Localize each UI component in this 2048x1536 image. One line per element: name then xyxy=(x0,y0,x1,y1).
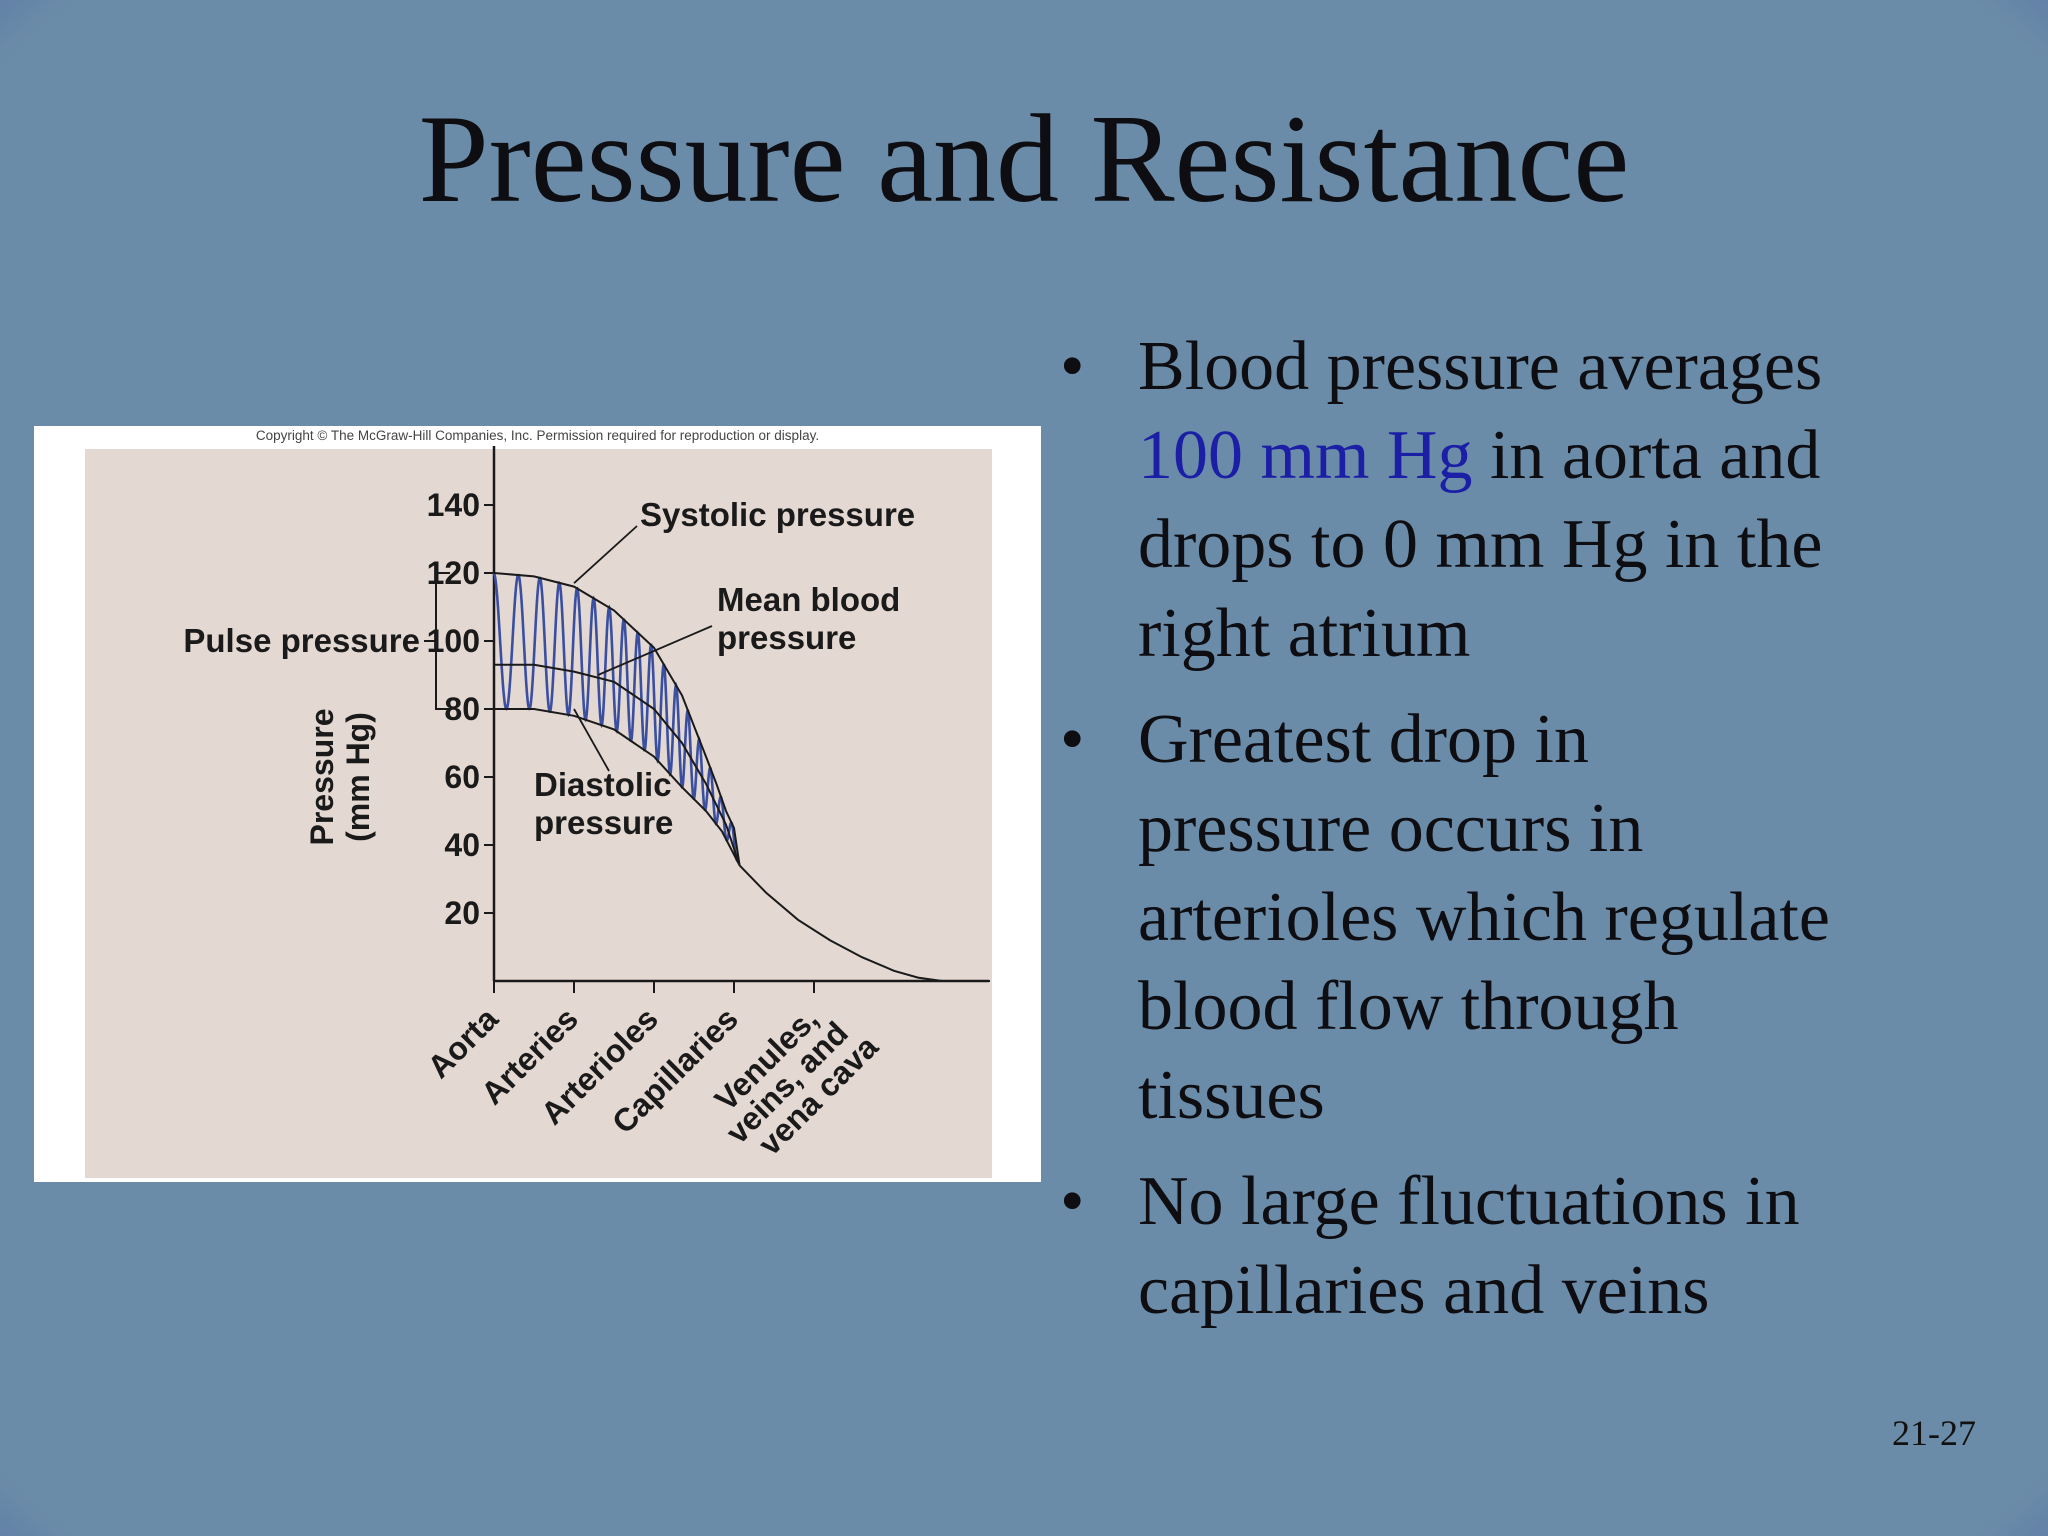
bullet-line: 100 mm Hg in aorta and xyxy=(1138,411,2000,500)
bullet-text: Blood pressure averages xyxy=(1138,328,1823,405)
y-tick-label: 140 xyxy=(427,487,480,523)
bullet-line: capillaries and veins xyxy=(1138,1246,2000,1335)
pulse-pressure-label: Pulse pressure xyxy=(183,622,420,659)
y-tick-label: 20 xyxy=(444,895,480,931)
y-tick-label: 80 xyxy=(444,691,480,727)
figure: Copyright © The McGraw-Hill Companies, I… xyxy=(34,426,1041,1182)
bullet-text: No large fluctuations in xyxy=(1138,1163,1800,1240)
series-line xyxy=(738,864,990,982)
annotation-diastolic: pressure xyxy=(534,804,673,841)
annotation-diastolic: Diastolic xyxy=(534,766,672,803)
bullet-item: • Greatest drop in pressure occurs in arter… xyxy=(1060,695,2000,1140)
bullet-text: Greatest drop in xyxy=(1138,701,1589,778)
series-line xyxy=(494,708,741,866)
y-tick-label: 120 xyxy=(427,555,480,591)
bullet-line: right atrium xyxy=(1138,589,2000,678)
highlighted-text: 100 mm Hg xyxy=(1138,417,1473,494)
bullet-marker: • xyxy=(1060,328,1085,405)
y-tick-label: 40 xyxy=(444,827,480,863)
y-axis-label: Pressure xyxy=(304,709,340,846)
copyright-notice: Copyright © The McGraw-Hill Companies, I… xyxy=(255,428,820,443)
series-line xyxy=(493,572,741,866)
annotation-leader xyxy=(597,625,713,676)
bullet-line: Blood pressure averages xyxy=(1138,322,2000,411)
pulse-wave xyxy=(492,572,739,863)
page-number: 21-27 xyxy=(1892,1413,1976,1453)
bullet-text: in aorta and xyxy=(1472,417,1821,494)
annotation-mean: Mean blood xyxy=(717,581,900,618)
annotation-leader xyxy=(573,708,610,772)
bullet-text: drops to 0 mm Hg in the xyxy=(1138,506,1823,583)
y-axis-label: (mm Hg) xyxy=(340,712,376,842)
slide-title: Pressure and Resistance xyxy=(418,90,1630,229)
bullet-line: No large fluctuations in xyxy=(1138,1157,2000,1246)
bullet-marker: • xyxy=(1060,701,1085,778)
bullet-line: arterioles which regulate xyxy=(1138,873,2000,962)
bullet-item: • Blood pressure averages 100 mm Hg in aor… xyxy=(1060,322,2000,678)
bullet-line: blood flow through xyxy=(1138,962,2000,1051)
annotation-mean: pressure xyxy=(717,619,856,656)
bullet-text: right atrium xyxy=(1138,595,1471,672)
series-line xyxy=(494,663,741,866)
bullet-item: • No large fluctuations in capillaries and… xyxy=(1060,1157,2000,1335)
bullet-marker: • xyxy=(1060,1163,1085,1240)
bullet-text: capillaries and veins xyxy=(1138,1252,1710,1329)
annotation-systolic: Systolic pressure xyxy=(640,496,915,533)
y-tick-label: 60 xyxy=(444,759,480,795)
bullet-line: drops to 0 mm Hg in the xyxy=(1138,500,2000,589)
bullet-list: • Blood pressure averages 100 mm Hg in aor… xyxy=(1060,322,2000,1352)
bullet-text: pressure occurs in xyxy=(1138,790,1644,867)
bullet-text: arterioles which regulate xyxy=(1138,879,1830,956)
annotation-leader xyxy=(573,525,638,584)
bullet-text: tissues xyxy=(1138,1057,1325,1134)
bullet-line: pressure occurs in xyxy=(1138,784,2000,873)
bullet-line: Greatest drop in xyxy=(1138,695,2000,784)
figure-panel xyxy=(85,449,992,1178)
bullet-text: blood flow through xyxy=(1138,968,1679,1045)
bullet-line: tissues xyxy=(1138,1051,2000,1140)
